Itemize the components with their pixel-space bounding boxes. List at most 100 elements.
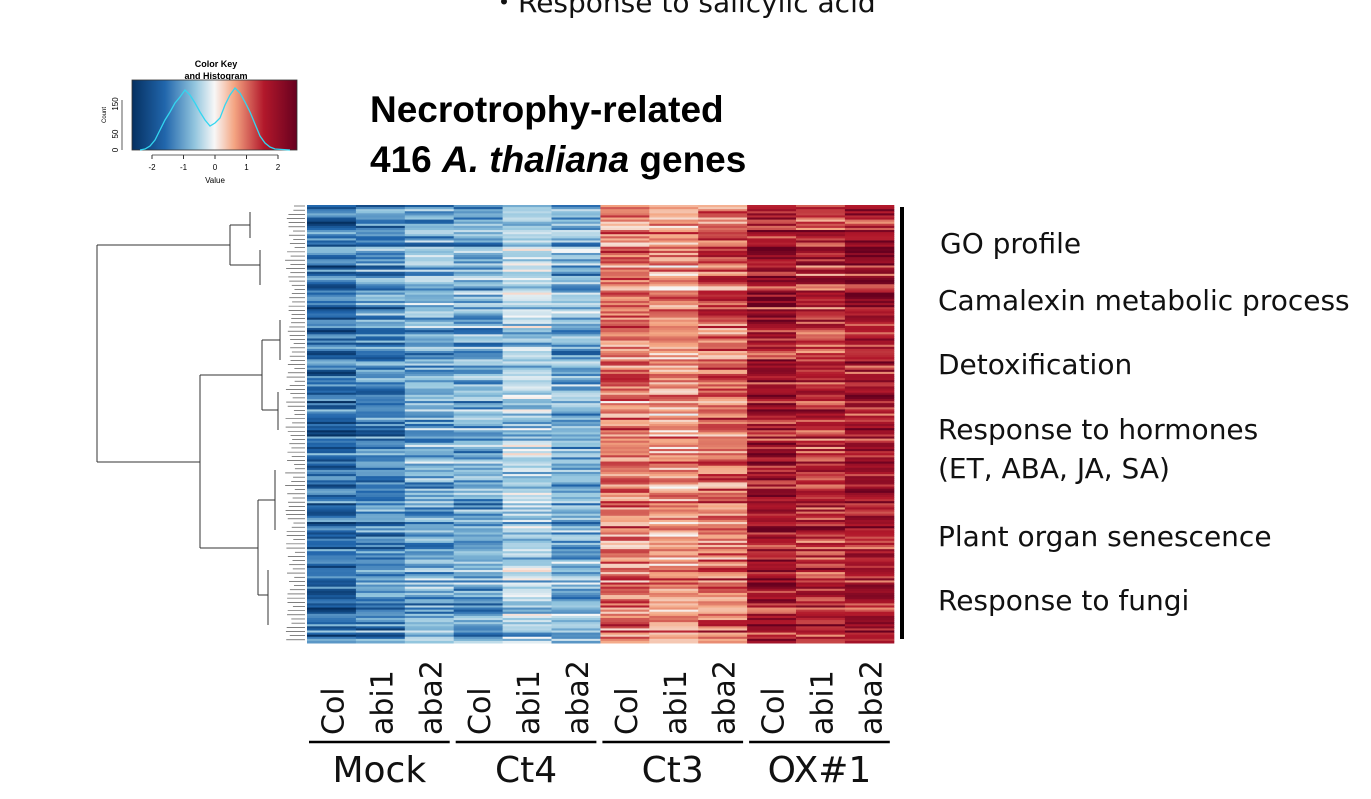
heat-cell — [600, 303, 650, 306]
heat-cell — [649, 444, 699, 448]
heat-cell — [355, 305, 406, 308]
heat-cell — [796, 628, 846, 631]
heat-cell — [502, 211, 552, 214]
heat-cell — [355, 638, 406, 642]
heat-cell — [502, 250, 552, 254]
heat-cell — [551, 517, 601, 521]
heat-cell — [551, 250, 601, 254]
heat-cell — [404, 351, 455, 354]
heat-cell — [502, 482, 552, 485]
heat-cell — [747, 244, 797, 248]
heat-cell — [796, 250, 846, 254]
heat-cell — [551, 271, 601, 275]
heat-cell — [551, 280, 601, 283]
heat-cell — [747, 511, 797, 515]
heat-cell — [307, 624, 357, 627]
heat-cell — [649, 213, 699, 216]
heat-cell — [551, 388, 601, 392]
heat-cell — [404, 388, 455, 392]
heat-cell — [600, 273, 650, 277]
heat-cell — [600, 613, 650, 617]
heat-cell — [453, 446, 504, 450]
heat-cell — [307, 411, 357, 415]
heat-cell — [844, 269, 895, 273]
heat-cell — [355, 403, 406, 406]
heat-cell — [355, 232, 406, 235]
heat-cell — [404, 565, 455, 569]
heat-cell — [844, 530, 895, 533]
heat-cell — [404, 355, 455, 358]
heat-cell — [796, 471, 846, 475]
heat-cell — [404, 269, 455, 273]
heat-cell — [844, 438, 895, 442]
heat-cell — [404, 288, 455, 292]
heat-cell — [649, 567, 699, 571]
heat-cell — [404, 601, 455, 604]
heat-cell — [698, 250, 748, 254]
heat-cell — [551, 259, 601, 262]
heat-cell — [600, 265, 650, 269]
heat-cell — [600, 209, 650, 212]
column-label: abi1 — [659, 670, 694, 735]
heat-cell — [747, 288, 797, 292]
heat-cell — [600, 386, 650, 390]
heat-cell — [404, 236, 455, 239]
heat-cell — [307, 586, 357, 590]
heat-cell — [600, 223, 650, 227]
heat-cell — [747, 482, 797, 485]
heat-cell — [404, 380, 455, 383]
heat-cell — [307, 275, 357, 279]
heat-cell — [355, 398, 406, 402]
heat-cell — [307, 622, 357, 625]
heat-cell — [355, 246, 406, 250]
heat-cell — [698, 444, 748, 448]
heat-cell — [551, 365, 601, 369]
heat-cell — [747, 211, 797, 214]
heat-cell — [502, 449, 552, 452]
heat-cell — [698, 451, 748, 454]
heat-cell — [307, 351, 357, 354]
heat-cell — [844, 363, 895, 367]
heat-cell — [404, 346, 455, 350]
heat-cell — [551, 390, 601, 394]
heat-cell — [747, 230, 797, 233]
heat-cell — [844, 474, 895, 477]
heat-cell — [600, 346, 650, 350]
heat-cell — [698, 255, 748, 258]
heat-cell — [502, 524, 552, 527]
heat-cell — [796, 265, 846, 269]
heat-cell — [600, 382, 650, 385]
heat-cell — [502, 390, 552, 394]
heat-cell — [747, 421, 797, 425]
heat-cell — [453, 532, 504, 536]
heat-cell — [502, 509, 552, 513]
heat-cell — [600, 300, 650, 304]
heat-cell — [307, 519, 357, 523]
heat-cell — [502, 330, 552, 333]
heat-cell — [355, 494, 406, 498]
heat-cell — [747, 369, 797, 373]
heat-cell — [355, 601, 406, 604]
heat-cell — [747, 269, 797, 273]
heat-cell — [600, 524, 650, 527]
heat-cell — [796, 601, 846, 604]
heat-cell — [551, 417, 601, 421]
heat-cell — [404, 459, 455, 463]
heat-cell — [698, 382, 748, 385]
heat-cell — [355, 376, 406, 379]
heat-cell — [649, 317, 699, 321]
heat-cell — [307, 440, 357, 444]
heat-cell — [747, 311, 797, 314]
heat-cell — [404, 325, 455, 329]
heat-cell — [551, 482, 601, 485]
heat-cell — [502, 265, 552, 269]
heat-cell — [404, 367, 455, 371]
heat-cell — [404, 624, 455, 627]
heat-cell — [649, 622, 699, 625]
heat-cell — [649, 580, 699, 584]
heat-cell — [649, 499, 699, 502]
heat-cell — [355, 438, 406, 442]
heat-cell — [502, 622, 552, 625]
heat-cell — [307, 259, 357, 262]
heat-cell — [355, 428, 406, 431]
